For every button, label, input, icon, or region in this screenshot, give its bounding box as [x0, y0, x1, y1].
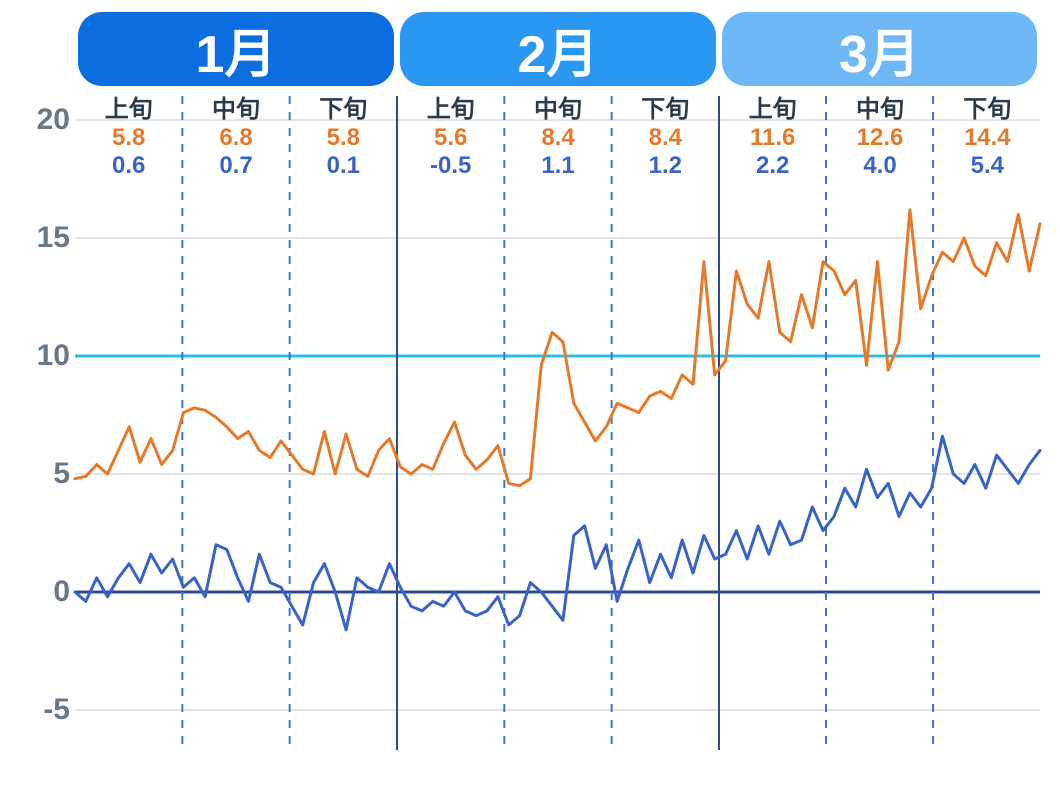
- period-column: 上旬 5.6 -0.5: [401, 96, 501, 181]
- period-high: 8.4: [615, 124, 715, 153]
- period-low: 4.0: [830, 152, 930, 181]
- month-label: 2月: [518, 12, 599, 87]
- period-high: 14.4: [937, 124, 1037, 153]
- period-column: 下旬 14.4 5.4: [937, 96, 1037, 181]
- period-high: 12.6: [830, 124, 930, 153]
- period-column: 中旬 12.6 4.0: [830, 96, 930, 181]
- period-low: 1.1: [508, 152, 608, 181]
- period-low: 0.1: [293, 152, 393, 181]
- period-low: 1.2: [615, 152, 715, 181]
- month-pill-1: 1月: [78, 12, 394, 86]
- period-column: 上旬 5.8 0.6: [79, 96, 179, 181]
- month-label: 3月: [839, 12, 920, 87]
- period-name: 中旬: [508, 96, 608, 124]
- period-low: 2.2: [723, 152, 823, 181]
- period-name: 下旬: [937, 96, 1037, 124]
- y-axis-label: 10: [10, 339, 70, 373]
- period-high: 8.4: [508, 124, 608, 153]
- period-name: 上旬: [401, 96, 501, 124]
- y-axis-label: 0: [10, 575, 70, 609]
- period-high: 11.6: [723, 124, 823, 153]
- y-axis-label: 5: [10, 457, 70, 491]
- period-low: 0.6: [79, 152, 179, 181]
- y-axis-label: 15: [10, 221, 70, 255]
- period-name: 中旬: [830, 96, 930, 124]
- period-column: 中旬 6.8 0.7: [186, 96, 286, 181]
- chart-container: 1月 2月 3月 -5 0 5 10 15 20 上旬 5.8 0.6 中旬 6…: [0, 0, 1060, 800]
- y-axis-label: -5: [10, 693, 70, 727]
- period-high: 5.8: [293, 124, 393, 153]
- period-column: 上旬 11.6 2.2: [723, 96, 823, 181]
- period-name: 上旬: [79, 96, 179, 124]
- period-name: 上旬: [723, 96, 823, 124]
- period-low: 0.7: [186, 152, 286, 181]
- period-name: 下旬: [615, 96, 715, 124]
- period-name: 下旬: [293, 96, 393, 124]
- month-label: 1月: [196, 12, 277, 87]
- period-low: 5.4: [937, 152, 1037, 181]
- period-high: 5.6: [401, 124, 501, 153]
- period-column: 中旬 8.4 1.1: [508, 96, 608, 181]
- period-column: 下旬 5.8 0.1: [293, 96, 393, 181]
- period-column: 下旬 8.4 1.2: [615, 96, 715, 181]
- period-name: 中旬: [186, 96, 286, 124]
- month-pill-3: 3月: [722, 12, 1037, 86]
- period-high: 5.8: [79, 124, 179, 153]
- period-low: -0.5: [401, 152, 501, 181]
- month-pill-2: 2月: [400, 12, 716, 86]
- period-high: 6.8: [186, 124, 286, 153]
- y-axis-label: 20: [10, 103, 70, 137]
